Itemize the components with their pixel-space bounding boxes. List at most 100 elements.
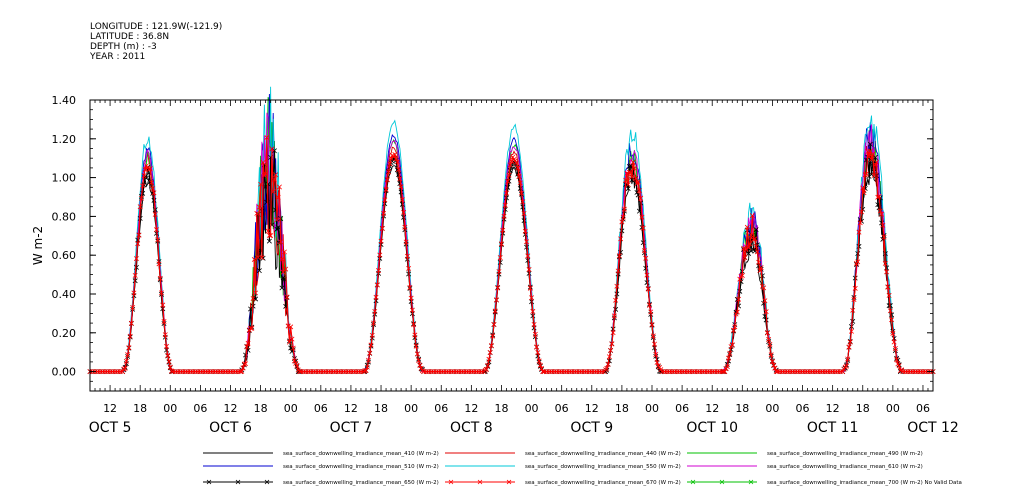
series-point <box>747 241 753 247</box>
series-point <box>485 362 491 368</box>
series-point <box>284 294 290 300</box>
series-point <box>729 342 735 348</box>
legend-marker <box>690 479 696 485</box>
series-point <box>726 355 732 361</box>
series-point <box>764 330 770 336</box>
series-point <box>279 285 285 291</box>
series-point <box>881 234 887 240</box>
series-point <box>270 189 276 195</box>
legend-label: sea_surface_downwelling_irradiance_mean_… <box>525 451 681 457</box>
series-point <box>266 232 272 238</box>
series-point <box>386 169 392 175</box>
series-point <box>514 160 520 166</box>
series-point <box>241 361 247 367</box>
series-point <box>649 321 655 327</box>
series-point <box>391 154 397 160</box>
series-point <box>840 369 846 375</box>
series-point <box>752 236 758 242</box>
series-point <box>771 362 777 368</box>
series-point <box>162 332 168 338</box>
series-point <box>859 209 864 215</box>
series-point <box>762 298 768 304</box>
series-point <box>382 197 388 203</box>
series-point <box>492 308 498 314</box>
series-point <box>151 190 157 196</box>
series-point <box>143 163 149 169</box>
series-point <box>502 202 508 208</box>
series-point <box>408 295 414 301</box>
x-date-label: OCT 10 <box>686 420 738 436</box>
legend-label: sea_surface_downwelling_irradiance_mean_… <box>525 464 681 470</box>
legend-marker <box>448 479 454 485</box>
series-point <box>384 177 390 183</box>
series-point <box>880 222 886 228</box>
series-point <box>373 294 379 300</box>
series-point <box>732 324 738 330</box>
series-point <box>746 245 752 251</box>
series-point <box>631 165 637 171</box>
x-tick-label: 06 <box>314 402 328 415</box>
series-line <box>90 96 933 373</box>
series-point <box>505 178 511 184</box>
series-point <box>864 157 869 163</box>
series-point <box>623 177 629 183</box>
y-tick-label: 0.00 <box>52 366 77 379</box>
x-tick-label: 12 <box>103 402 117 415</box>
series-point <box>633 176 639 182</box>
series-point <box>856 229 862 235</box>
series-point <box>483 366 489 372</box>
series-point <box>527 285 533 291</box>
series-point <box>748 248 754 254</box>
y-tick-label: 0.60 <box>52 249 77 262</box>
series-point <box>418 365 424 371</box>
series-point <box>250 295 256 301</box>
series-point <box>491 321 497 327</box>
series-point <box>845 356 851 362</box>
series-point <box>140 183 146 189</box>
series-point <box>872 154 878 160</box>
series-point <box>611 313 617 319</box>
series-point <box>506 172 512 178</box>
series-point <box>639 214 645 220</box>
x-tick-label: 18 <box>374 402 388 415</box>
series-point <box>243 361 249 367</box>
series-point <box>165 352 171 358</box>
series-point <box>273 172 279 178</box>
series-point <box>366 357 371 363</box>
series-point <box>847 339 853 345</box>
legend-label: sea_surface_downwelling_irradiance_mean_… <box>283 464 439 470</box>
series-point <box>281 249 287 255</box>
legend-marker <box>477 479 483 485</box>
series-point <box>852 285 858 291</box>
x-tick-label: 12 <box>826 402 840 415</box>
series-point <box>652 341 657 347</box>
series-point <box>618 236 624 242</box>
series-point <box>414 351 420 357</box>
series-point <box>238 369 244 375</box>
series-point <box>167 364 173 370</box>
series-point <box>757 268 763 274</box>
y-axis-label: W m-2 <box>31 226 45 265</box>
series-point <box>643 265 649 271</box>
x-tick-label: 18 <box>254 402 268 415</box>
legend-marker <box>748 479 754 485</box>
series-line <box>90 144 933 373</box>
series-point <box>526 267 532 272</box>
legend-label: sea_surface_downwelling_irradiance_mean_… <box>767 480 962 486</box>
series-point <box>532 331 538 337</box>
series-point <box>620 214 626 220</box>
series-point <box>488 343 494 349</box>
series-point <box>166 358 172 364</box>
series-point <box>742 254 748 260</box>
series-point <box>369 332 375 338</box>
series-point <box>378 238 384 244</box>
series-point <box>614 291 620 297</box>
series-point <box>256 204 262 210</box>
x-date-label: OCT 8 <box>450 420 493 436</box>
x-tick-label: 12 <box>224 402 238 415</box>
series-point <box>240 365 246 371</box>
series-point <box>604 367 610 373</box>
series-point <box>727 350 733 356</box>
series-point <box>744 224 750 230</box>
series-point <box>606 354 612 360</box>
